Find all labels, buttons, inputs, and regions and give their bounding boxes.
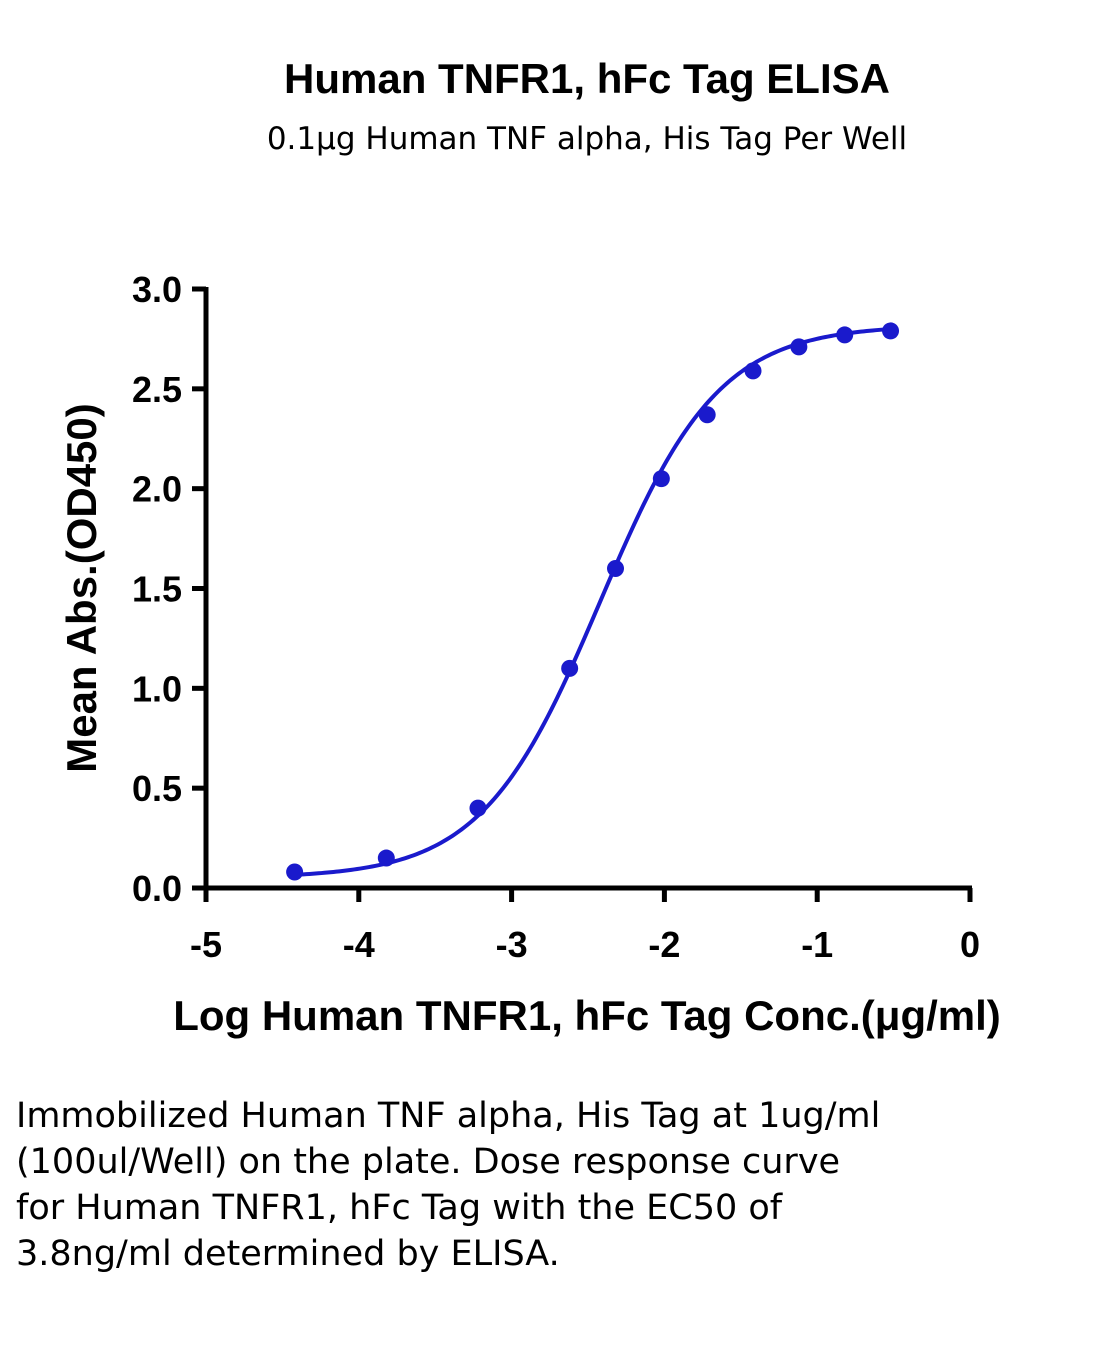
data-points — [286, 322, 900, 881]
data-point — [561, 659, 579, 677]
data-point — [744, 362, 762, 380]
x-axis-ticks: -5 -4 -3 -2 -1 0 — [190, 888, 980, 965]
data-point — [469, 799, 487, 817]
data-point — [882, 322, 900, 340]
y-tick-label: 1.0 — [132, 668, 182, 709]
chart-subtitle: 0.1μg Human TNF alpha, His Tag Per Well — [267, 121, 907, 157]
x-tick-label: -5 — [190, 924, 222, 965]
axes — [203, 287, 972, 891]
y-axis-label: Mean Abs.(OD450) — [58, 403, 105, 773]
x-axis-label: Log Human TNFR1, hFc Tag Conc.(μg/ml) — [173, 992, 1001, 1039]
y-tick-label: 2.5 — [132, 369, 182, 410]
y-tick-label: 0.5 — [132, 768, 182, 809]
x-tick-label: -1 — [801, 924, 833, 965]
chart: Human TNFR1, hFc Tag ELISA 0.1μg Human T… — [58, 55, 1001, 1039]
data-point — [790, 338, 808, 356]
x-tick-label: -4 — [343, 924, 375, 965]
y-axis-ticks: 0.0 0.5 1.0 1.5 2.0 2.5 3.0 — [132, 269, 206, 909]
y-tick-label: 0.0 — [132, 868, 182, 909]
x-tick-label: 0 — [960, 924, 980, 965]
data-point — [652, 470, 670, 488]
x-tick-label: -3 — [496, 924, 528, 965]
caption: Immobilized Human TNF alpha, His Tag at … — [16, 1096, 881, 1274]
x-tick-label: -2 — [648, 924, 680, 965]
y-tick-label: 2.0 — [132, 469, 182, 510]
y-tick-label: 3.0 — [132, 269, 182, 310]
data-point — [836, 326, 854, 344]
data-point — [377, 849, 395, 867]
data-point — [698, 406, 716, 424]
fit-curve — [294, 327, 891, 877]
chart-title: Human TNFR1, hFc Tag ELISA — [284, 55, 890, 102]
data-point — [286, 863, 304, 881]
data-point — [607, 560, 625, 578]
y-tick-label: 1.5 — [132, 569, 182, 610]
